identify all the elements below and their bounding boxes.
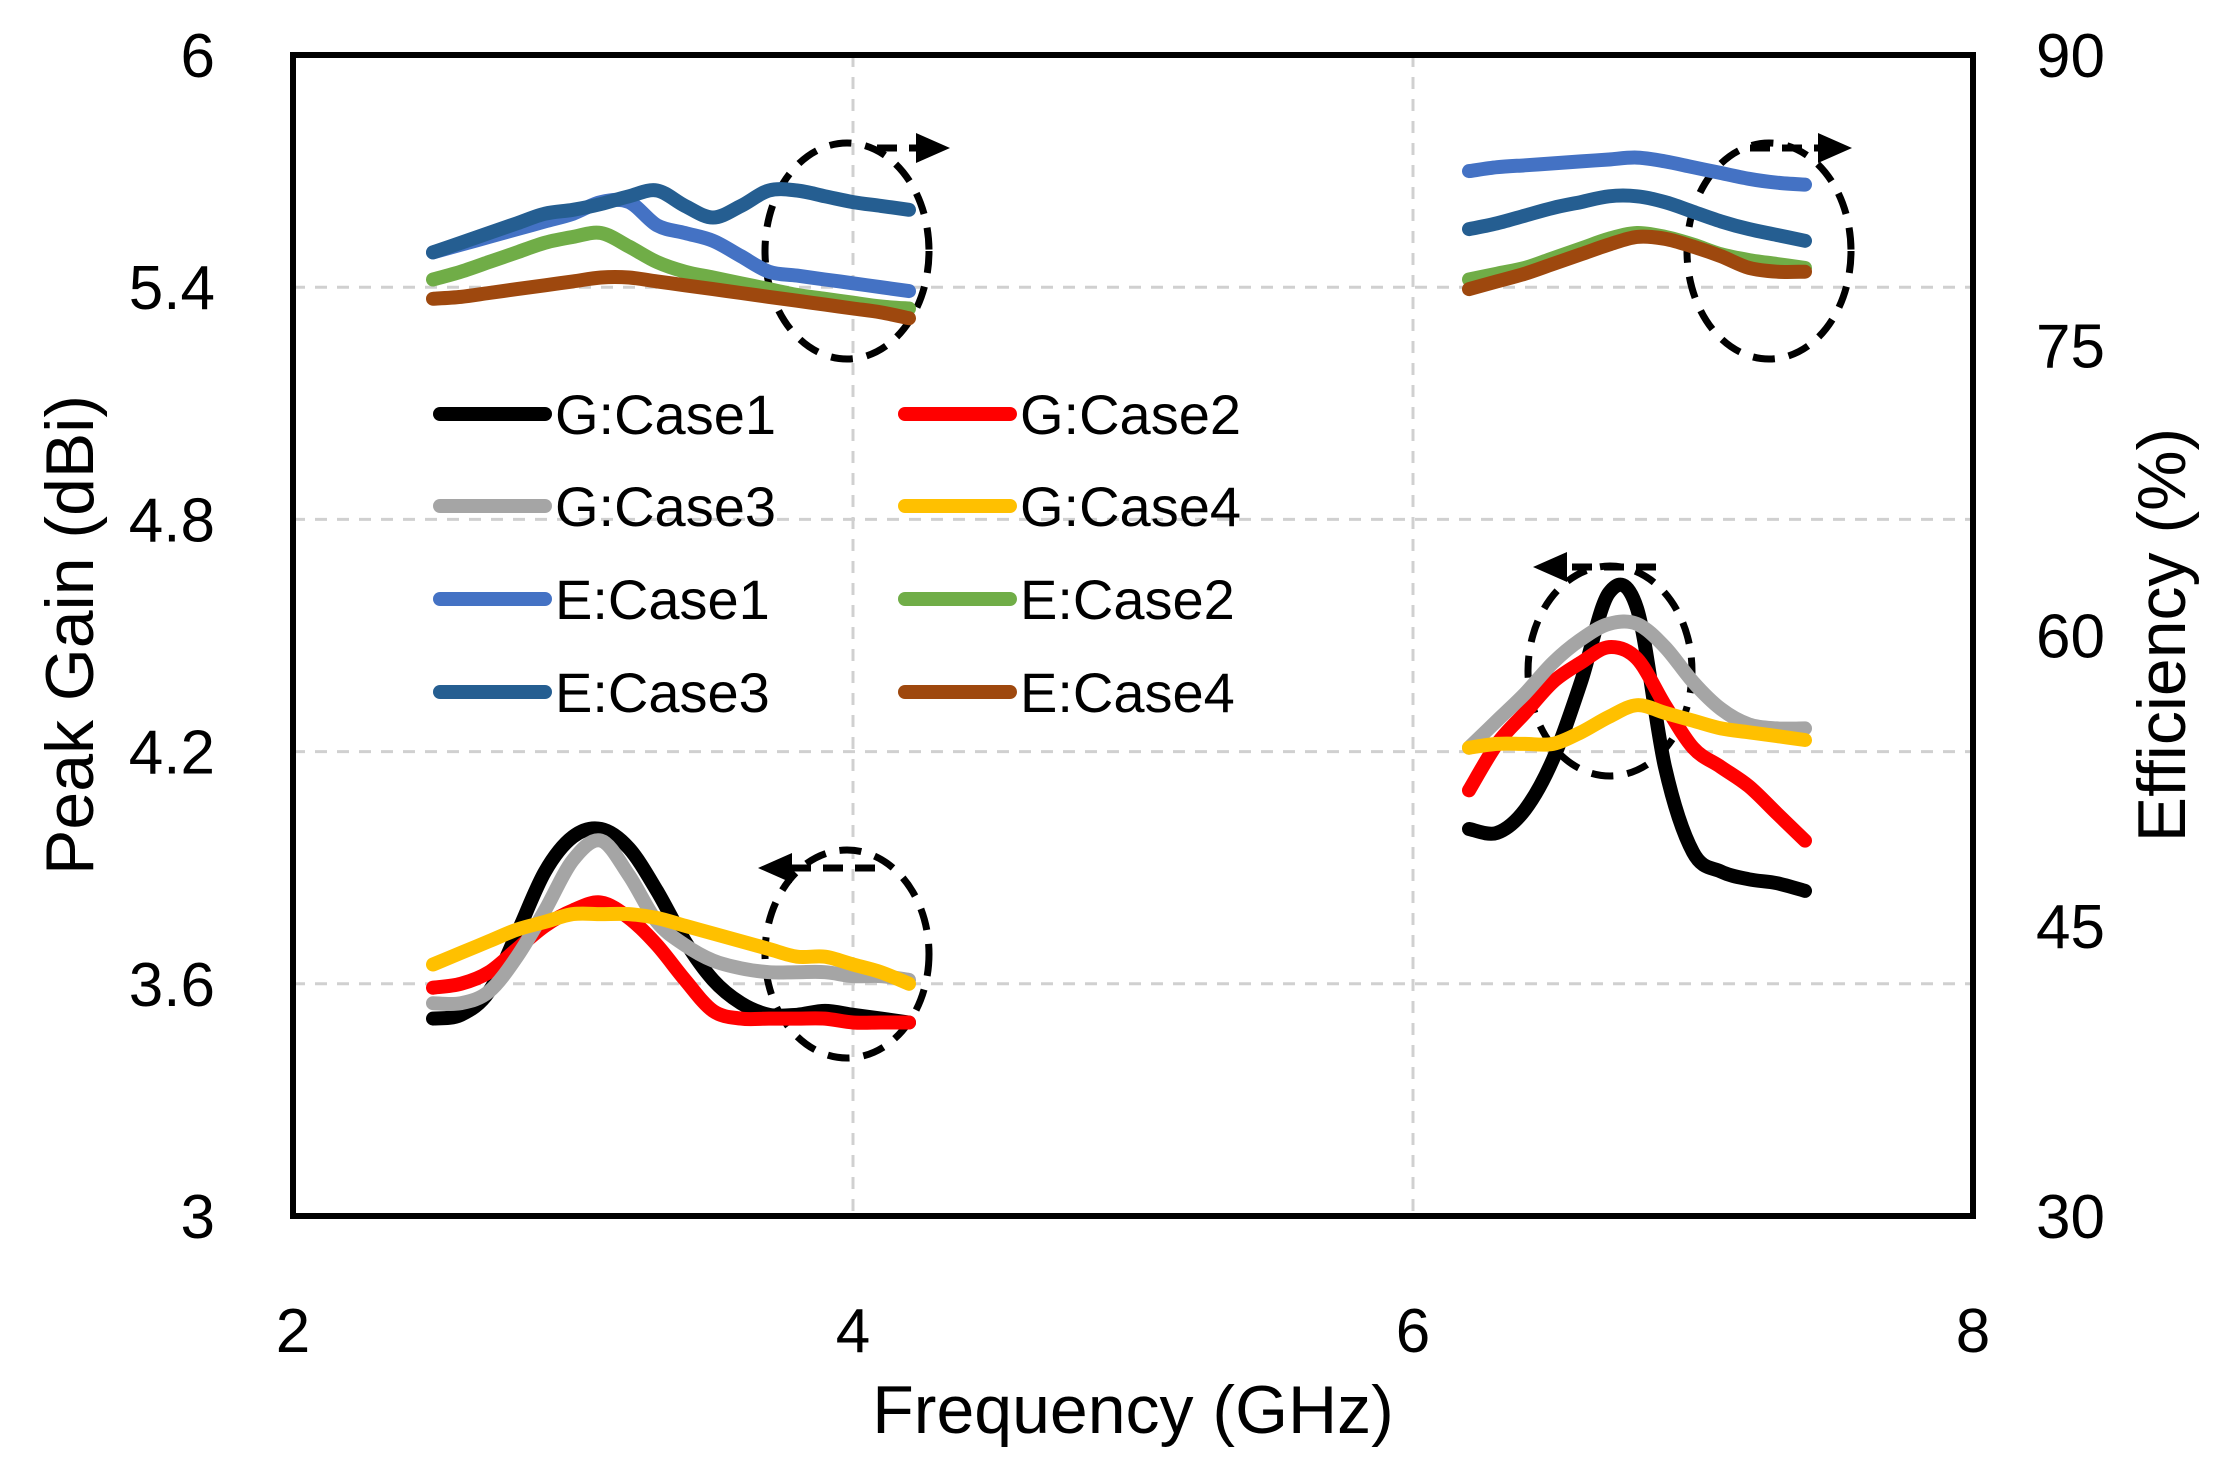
legend-label: E:Case1 (555, 568, 770, 631)
x-tick-label: 8 (1956, 1297, 1990, 1366)
legend-label: G:Case3 (555, 475, 776, 538)
y-right-tick-label: 30 (2036, 1183, 2105, 1252)
plot-area-border (290, 52, 1976, 1219)
annotation-ellipse (761, 139, 933, 363)
series-line-g-case3-band2 (1462, 614, 1812, 755)
y-right-tick-label: 90 (2036, 22, 2105, 91)
gridlines (293, 55, 1973, 1216)
series-line-e-case3-band1 (426, 182, 916, 260)
series-lines (426, 150, 1812, 1030)
legend-label: E:Case4 (1020, 661, 1235, 724)
series-line-g-case1-band2 (1462, 577, 1812, 898)
legend: G:Case1 G:Case2 G:Case3 G:Case4 E:Case1 E:Cas… (433, 383, 1241, 724)
annotation-arrow-head-right-icon (916, 133, 950, 163)
y-left-tick-label: 3.6 (129, 951, 215, 1020)
y-left-tick-label: 4.2 (129, 719, 215, 788)
x-tick-label: 2 (276, 1297, 310, 1366)
series-line-e-case4-band2 (1462, 229, 1812, 297)
series-line-g-case1-band1 (426, 821, 916, 1030)
y-axis-right-label: Efficiency (%) (2124, 428, 2200, 842)
y-left-tick-label: 6 (181, 22, 215, 91)
series-line-g-case4-band2 (1462, 698, 1812, 755)
y-right-tick-label: 75 (2036, 312, 2105, 381)
y-axis-left-label: Peak Gain (dBi) (32, 395, 108, 875)
x-tick-label: 6 (1396, 1297, 1430, 1366)
legend-label: G:Case2 (1020, 383, 1241, 446)
legend-label: E:Case3 (555, 661, 770, 724)
series-line-g-case4-band1 (426, 906, 916, 991)
annotation-efficiency-band1 (761, 133, 950, 363)
x-axis-label: Frequency (GHz) (872, 1372, 1393, 1448)
series-line-e-case1-band2 (1462, 150, 1812, 192)
y-right-tick-label: 45 (2036, 893, 2105, 962)
y-left-tick-label: 3 (181, 1183, 215, 1252)
y-left-tick-label: 5.4 (129, 254, 215, 323)
x-tick-label: 4 (836, 1297, 870, 1366)
y-left-tick-label: 4.8 (129, 486, 215, 555)
annotation-arrow-head-left-icon (1533, 552, 1567, 582)
legend-label: G:Case4 (1020, 475, 1241, 538)
legend-label: G:Case1 (555, 383, 776, 446)
annotation-arrow-head-right-icon (1818, 133, 1852, 163)
legend-label: E:Case2 (1020, 568, 1235, 631)
series-line-g-case3-band1 (426, 833, 916, 1012)
tick-labels: 2 4 6 8 3 3.6 4.2 4.8 5.4 6 30 45 60 75 90 (129, 22, 2105, 1366)
annotation-arrow-head-left-icon (758, 853, 792, 883)
y-right-tick-label: 60 (2036, 603, 2105, 672)
series-line-g-case2-band2 (1462, 640, 1812, 848)
series-line-e-case3-band2 (1462, 188, 1812, 248)
series-line-e-case4-band1 (426, 270, 916, 326)
